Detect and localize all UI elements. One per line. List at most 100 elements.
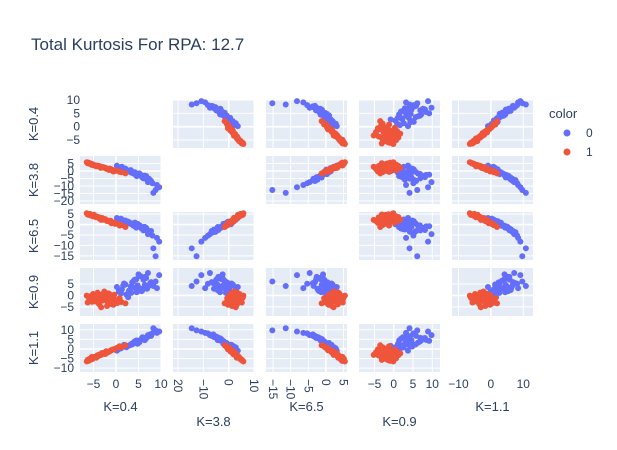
scatter-point-series-0[interactable] bbox=[215, 335, 222, 342]
scatter-point-series-1[interactable] bbox=[96, 301, 103, 308]
scatter-point-series-1[interactable] bbox=[483, 218, 490, 225]
scatter-point-series-0[interactable] bbox=[514, 232, 521, 239]
scatter-point-series-0[interactable] bbox=[204, 330, 211, 337]
scatter-point-series-0[interactable] bbox=[117, 290, 124, 297]
scatter-point-series-0[interactable] bbox=[511, 270, 518, 277]
scatter-point-series-1[interactable] bbox=[106, 166, 113, 173]
scatter-point-series-1[interactable] bbox=[96, 214, 103, 221]
scatter-point-series-0[interactable] bbox=[492, 282, 499, 289]
scatter-point-series-0[interactable] bbox=[293, 98, 300, 105]
scatter-point-series-1[interactable] bbox=[106, 290, 113, 297]
scatter-point-series-0[interactable] bbox=[502, 289, 509, 296]
scatter-point-series-0[interactable] bbox=[193, 100, 200, 107]
scatter-point-series-0[interactable] bbox=[387, 116, 394, 123]
scatter-point-series-0[interactable] bbox=[403, 181, 410, 188]
scatter-point-series-1[interactable] bbox=[328, 127, 335, 134]
scatter-point-series-1[interactable] bbox=[385, 130, 392, 137]
scatter-point-series-0[interactable] bbox=[396, 111, 403, 118]
scatter-point-series-0[interactable] bbox=[141, 284, 148, 291]
scatter-point-series-1[interactable] bbox=[375, 133, 382, 140]
scatter-point-series-0[interactable] bbox=[135, 271, 142, 278]
scatter-point-series-0[interactable] bbox=[300, 285, 307, 292]
scatter-point-series-0[interactable] bbox=[426, 337, 433, 344]
scatter-point-series-0[interactable] bbox=[318, 111, 325, 118]
scatter-point-series-1[interactable] bbox=[228, 302, 235, 309]
scatter-point-series-1[interactable] bbox=[221, 118, 228, 125]
scatter-point-series-0[interactable] bbox=[313, 273, 320, 280]
scatter-point-series-0[interactable] bbox=[406, 245, 413, 252]
scatter-point-series-0[interactable] bbox=[188, 101, 195, 108]
scatter-point-series-1[interactable] bbox=[116, 222, 123, 229]
scatter-point-series-0[interactable] bbox=[514, 280, 521, 287]
scatter-point-series-0[interactable] bbox=[398, 115, 405, 122]
scatter-point-series-1[interactable] bbox=[100, 295, 107, 302]
scatter-point-series-0[interactable] bbox=[404, 336, 411, 343]
scatter-point-series-1[interactable] bbox=[238, 295, 245, 302]
scatter-point-series-0[interactable] bbox=[509, 282, 516, 289]
scatter-point-series-0[interactable] bbox=[149, 280, 156, 287]
scatter-point-series-0[interactable] bbox=[506, 174, 513, 181]
scatter-point-series-1[interactable] bbox=[375, 163, 382, 170]
scatter-point-series-1[interactable] bbox=[380, 128, 387, 135]
scatter-point-series-0[interactable] bbox=[149, 330, 156, 337]
scatter-point-series-0[interactable] bbox=[142, 335, 149, 342]
scatter-point-series-1[interactable] bbox=[111, 291, 118, 298]
scatter-point-series-1[interactable] bbox=[340, 357, 347, 364]
scatter-point-series-1[interactable] bbox=[86, 160, 93, 167]
scatter-point-series-0[interactable] bbox=[193, 278, 200, 285]
scatter-point-series-0[interactable] bbox=[193, 253, 200, 260]
scatter-point-series-1[interactable] bbox=[494, 170, 501, 177]
scatter-point-series-1[interactable] bbox=[334, 163, 341, 170]
scatter-point-series-1[interactable] bbox=[234, 214, 241, 221]
scatter-point-series-0[interactable] bbox=[127, 341, 134, 348]
scatter-point-series-1[interactable] bbox=[393, 348, 400, 355]
scatter-point-series-0[interactable] bbox=[410, 102, 417, 109]
scatter-point-series-0[interactable] bbox=[153, 181, 160, 188]
scatter-point-series-1[interactable] bbox=[379, 137, 386, 144]
scatter-point-series-1[interactable] bbox=[385, 211, 392, 218]
scatter-point-series-1[interactable] bbox=[340, 295, 347, 302]
scatter-point-series-0[interactable] bbox=[506, 106, 513, 113]
legend[interactable]: color 0 1 bbox=[549, 106, 593, 159]
scatter-point-series-1[interactable] bbox=[122, 342, 129, 349]
scatter-point-series-0[interactable] bbox=[425, 184, 432, 191]
scatter-point-series-1[interactable] bbox=[330, 295, 337, 302]
scatter-point-series-0[interactable] bbox=[269, 187, 276, 194]
scatter-point-series-1[interactable] bbox=[122, 170, 129, 177]
scatter-point-series-0[interactable] bbox=[230, 119, 237, 126]
scatter-point-series-0[interactable] bbox=[215, 106, 222, 113]
scatter-point-series-0[interactable] bbox=[217, 111, 224, 118]
scatter-point-series-1[interactable] bbox=[328, 166, 335, 173]
scatter-point-series-0[interactable] bbox=[150, 245, 157, 252]
scatter-point-series-0[interactable] bbox=[405, 114, 412, 121]
scatter-point-series-1[interactable] bbox=[106, 348, 113, 355]
scatter-point-series-0[interactable] bbox=[142, 174, 149, 181]
scatter-point-series-0[interactable] bbox=[293, 184, 300, 191]
scatter-point-series-1[interactable] bbox=[86, 211, 93, 218]
scatter-point-series-0[interactable] bbox=[127, 167, 134, 174]
scatter-point-series-0[interactable] bbox=[204, 280, 211, 287]
scatter-point-series-0[interactable] bbox=[204, 102, 211, 109]
scatter-point-series-1[interactable] bbox=[318, 342, 325, 349]
scatter-point-series-0[interactable] bbox=[212, 282, 219, 289]
scatter-point-series-0[interactable] bbox=[501, 271, 508, 278]
scatter-point-series-0[interactable] bbox=[215, 226, 222, 233]
scatter-point-series-1[interactable] bbox=[323, 124, 330, 131]
scatter-point-series-0[interactable] bbox=[269, 327, 276, 334]
scatter-point-series-1[interactable] bbox=[86, 295, 93, 302]
scatter-point-series-0[interactable] bbox=[484, 283, 491, 290]
scatter-point-series-0[interactable] bbox=[310, 282, 317, 289]
scatter-point-series-1[interactable] bbox=[112, 167, 119, 174]
scatter-point-series-1[interactable] bbox=[104, 302, 110, 309]
scatter-point-series-0[interactable] bbox=[142, 273, 149, 280]
scatter-point-series-0[interactable] bbox=[398, 342, 405, 349]
scatter-point-series-1[interactable] bbox=[468, 211, 475, 218]
scatter-point-series-0[interactable] bbox=[416, 112, 423, 119]
scatter-point-series-0[interactable] bbox=[428, 231, 435, 238]
scatter-point-series-1[interactable] bbox=[238, 139, 245, 146]
scatter-point-series-0[interactable] bbox=[313, 335, 320, 342]
scatter-point-series-0[interactable] bbox=[320, 271, 327, 278]
scatter-point-series-1[interactable] bbox=[390, 141, 397, 147]
scatter-point-series-0[interactable] bbox=[131, 276, 138, 283]
scatter-point-series-0[interactable] bbox=[410, 180, 417, 187]
